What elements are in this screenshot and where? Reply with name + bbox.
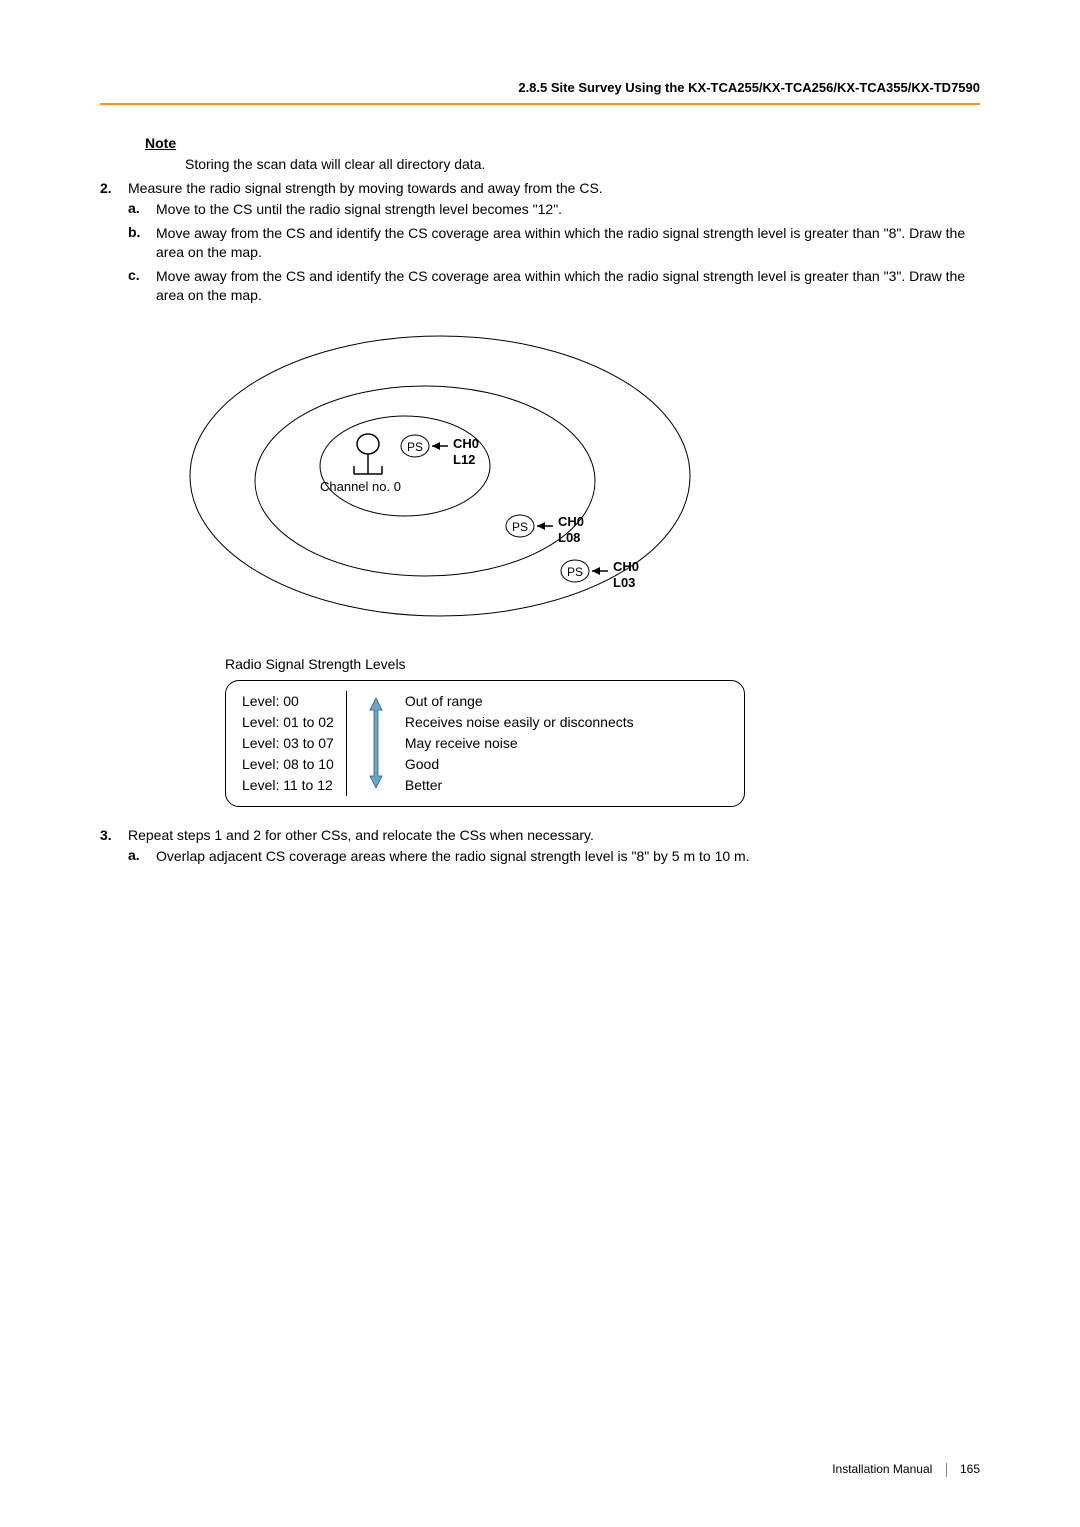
reading-3-lvl: L03 [613, 575, 635, 590]
step-2-text: Measure the radio signal strength by mov… [128, 180, 980, 196]
reading-1-lvl: L12 [453, 452, 475, 467]
section-header: 2.8.5 Site Survey Using the KX-TCA255/KX… [100, 80, 980, 105]
level-range-4: Level: 11 to 12 [242, 775, 334, 796]
levels-descs: Out of range Receives noise easily or di… [405, 691, 634, 796]
step-3-num: 3. [100, 827, 128, 843]
ps-label-3: PS [567, 565, 583, 579]
levels-ranges: Level: 00 Level: 01 to 02 Level: 03 to 0… [242, 691, 347, 796]
step-3a: a. Overlap adjacent CS coverage areas wh… [128, 847, 980, 867]
level-range-1: Level: 01 to 02 [242, 712, 334, 733]
page-footer: Installation Manual 165 [832, 1462, 980, 1477]
channel-label: Channel no. 0 [320, 479, 401, 494]
coverage-diagram: PS CH0 L12 Channel no. 0 PS CH0 L08 PS C… [180, 326, 780, 646]
step-3: 3. Repeat steps 1 and 2 for other CSs, a… [100, 827, 980, 843]
step-2a-num: a. [128, 200, 156, 220]
step-2a-text: Move to the CS until the radio signal st… [156, 200, 980, 220]
step-2: 2. Measure the radio signal strength by … [100, 180, 980, 196]
level-desc-4: Better [405, 775, 634, 796]
reading-2-ch: CH0 [558, 514, 584, 529]
reading-3-ch: CH0 [613, 559, 639, 574]
level-desc-0: Out of range [405, 691, 634, 712]
step-2b: b. Move away from the CS and identify th… [128, 224, 980, 263]
level-range-2: Level: 03 to 07 [242, 733, 334, 754]
step-3a-num: a. [128, 847, 156, 867]
step-2c-text: Move away from the CS and identify the C… [156, 267, 980, 306]
step-3-text: Repeat steps 1 and 2 for other CSs, and … [128, 827, 980, 843]
step-3a-text: Overlap adjacent CS coverage areas where… [156, 847, 980, 867]
section-header-text: 2.8.5 Site Survey Using the KX-TCA255/KX… [518, 80, 980, 95]
step-2b-text: Move away from the CS and identify the C… [156, 224, 980, 263]
reading-2-lvl: L08 [558, 530, 580, 545]
step-2c: c. Move away from the CS and identify th… [128, 267, 980, 306]
footer-doc: Installation Manual [832, 1462, 932, 1476]
level-desc-3: Good [405, 754, 634, 775]
coverage-diagram-svg: PS CH0 L12 Channel no. 0 PS CH0 L08 PS C… [180, 326, 780, 646]
note-block: Note Storing the scan data will clear al… [100, 135, 980, 172]
level-range-0: Level: 00 [242, 691, 334, 712]
level-desc-2: May receive noise [405, 733, 634, 754]
step-2a: a. Move to the CS until the radio signal… [128, 200, 980, 220]
step-2c-num: c. [128, 267, 156, 306]
ps-label-1: PS [407, 440, 423, 454]
step-2-num: 2. [100, 180, 128, 196]
level-desc-1: Receives noise easily or disconnects [405, 712, 634, 733]
levels-box: Level: 00 Level: 01 to 02 Level: 03 to 0… [225, 680, 745, 807]
reading-1-ch: CH0 [453, 436, 479, 451]
ps-label-2: PS [512, 520, 528, 534]
levels-title: Radio Signal Strength Levels [225, 656, 980, 672]
step-2b-num: b. [128, 224, 156, 263]
footer-divider [946, 1463, 947, 1477]
level-range-3: Level: 08 to 10 [242, 754, 334, 775]
note-label: Note [145, 135, 980, 151]
note-text: Storing the scan data will clear all dir… [185, 156, 980, 172]
footer-page: 165 [960, 1462, 980, 1476]
levels-arrow-icon [367, 698, 385, 788]
